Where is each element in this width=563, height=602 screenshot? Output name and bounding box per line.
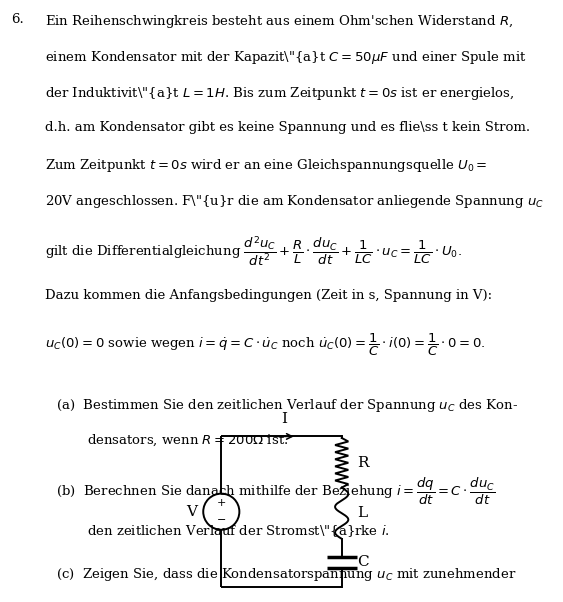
- Text: (a)  Bestimmen Sie den zeitlichen Verlauf der Spannung $u_C$ des Kon-: (a) Bestimmen Sie den zeitlichen Verlauf…: [56, 397, 519, 414]
- Text: der Induktivit\"{a}t $L = 1H$. Bis zum Zeitpunkt $t = 0s$ ist er energielos,: der Induktivit\"{a}t $L = 1H$. Bis zum Z…: [45, 85, 515, 102]
- Text: (b)  Berechnen Sie danach mithilfe der Beziehung $i = \dfrac{dq}{dt} = C \cdot \: (b) Berechnen Sie danach mithilfe der Be…: [56, 476, 495, 507]
- Text: I: I: [282, 412, 288, 426]
- Text: d.h. am Kondensator gibt es keine Spannung und es flie\ss t kein Strom.: d.h. am Kondensator gibt es keine Spannu…: [45, 121, 530, 134]
- Text: R: R: [357, 456, 368, 470]
- Text: gilt die Differentialgleichung $\dfrac{d^2u_C}{dt^2} + \dfrac{R}{L} \cdot \dfrac: gilt die Differentialgleichung $\dfrac{d…: [45, 235, 462, 269]
- Text: C: C: [357, 555, 368, 569]
- Text: $u_C(0) = 0$ sowie wegen $i = \dot{q} = C \cdot \dot{u}_C$ noch $\dot{u}_C(0) = : $u_C(0) = 0$ sowie wegen $i = \dot{q} = …: [45, 332, 486, 358]
- Text: +: +: [217, 498, 226, 508]
- Text: L: L: [357, 506, 367, 520]
- Text: den zeitlichen Verlauf der Stromst\"{a}rke $i$.: den zeitlichen Verlauf der Stromst\"{a}r…: [87, 523, 390, 539]
- Text: 6.: 6.: [11, 13, 24, 26]
- Text: V: V: [186, 504, 196, 519]
- Text: einem Kondensator mit der Kapazit\"{a}t $C = 50\mu F$ und einer Spule mit: einem Kondensator mit der Kapazit\"{a}t …: [45, 49, 526, 66]
- Text: Zum Zeitpunkt $t = 0s$ wird er an eine Gleichspannungsquelle $U_0 =$: Zum Zeitpunkt $t = 0s$ wird er an eine G…: [45, 157, 488, 175]
- Text: 20V angeschlossen. F\"{u}r die am Kondensator anliegende Spannung $u_C$: 20V angeschlossen. F\"{u}r die am Konden…: [45, 193, 544, 210]
- Text: Dazu kommen die Anfangsbedingungen (Zeit in s, Spannung in V):: Dazu kommen die Anfangsbedingungen (Zeit…: [45, 289, 492, 302]
- Text: (c)  Zeigen Sie, dass die Kondensatorspannung $u_C$ mit zunehmender: (c) Zeigen Sie, dass die Kondensatorspan…: [56, 566, 517, 583]
- Text: −: −: [217, 515, 226, 525]
- Text: Ein Reihenschwingkreis besteht aus einem Ohm'schen Widerstand $R$,: Ein Reihenschwingkreis besteht aus einem…: [45, 13, 513, 30]
- Text: densators, wenn $R = 200\Omega$ ist.: densators, wenn $R = 200\Omega$ ist.: [87, 433, 289, 448]
